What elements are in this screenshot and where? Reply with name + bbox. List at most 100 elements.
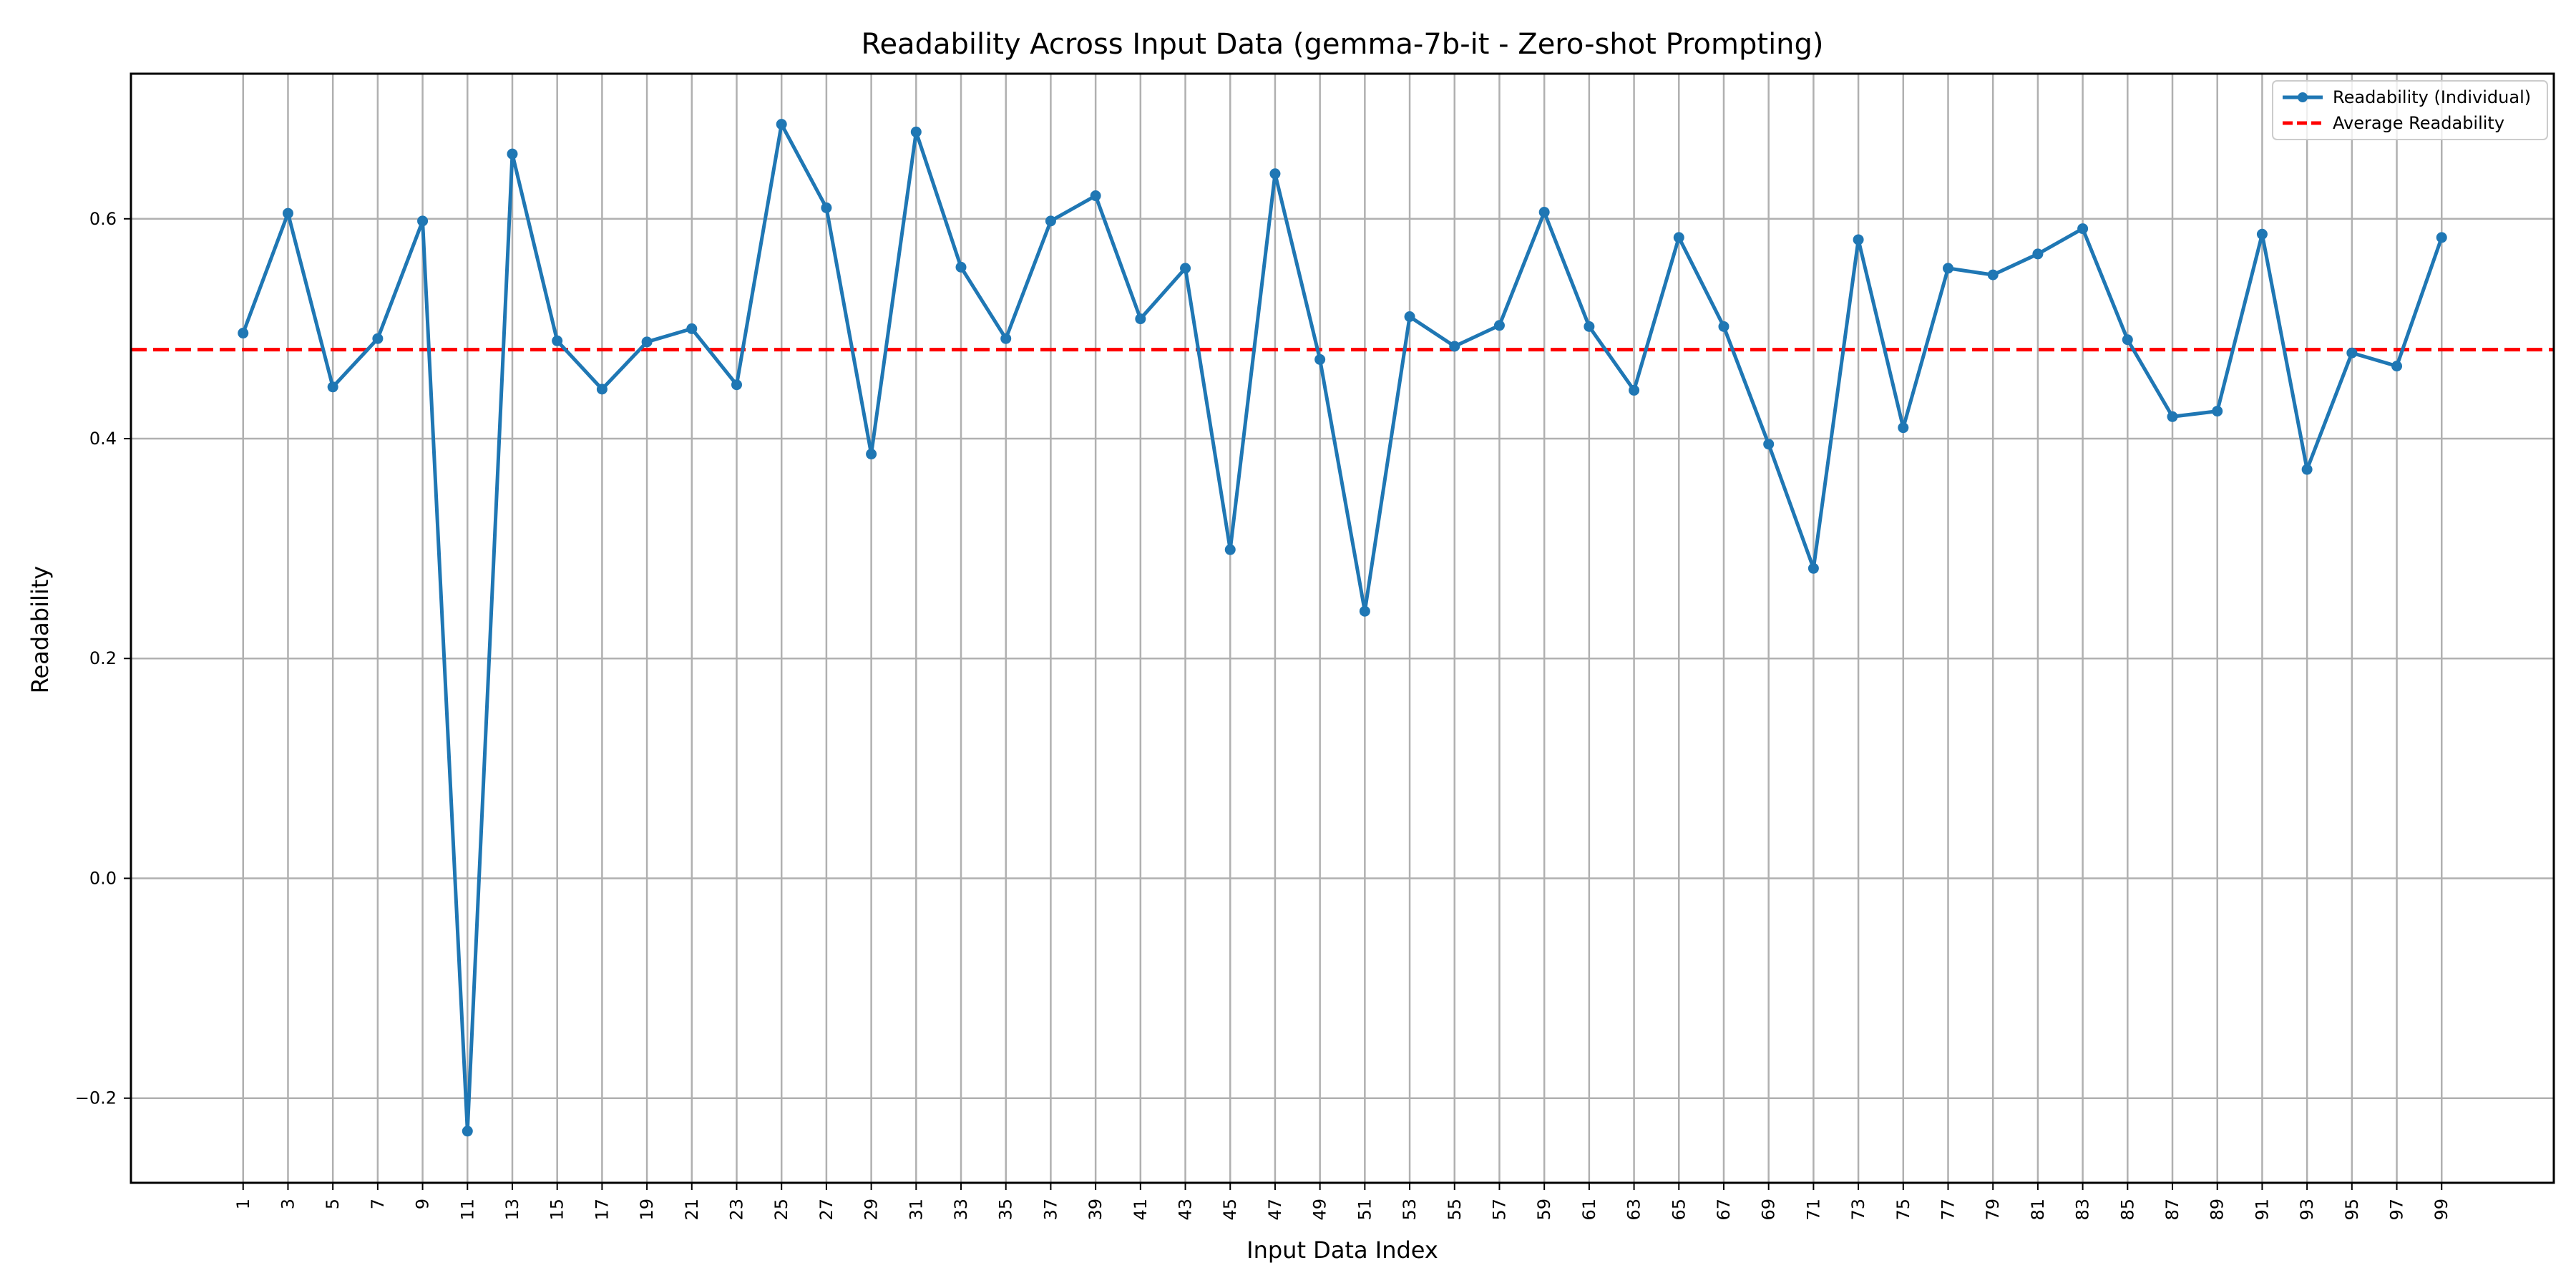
data-point <box>1135 313 1146 325</box>
x-tick-label: 61 <box>1579 1199 1599 1221</box>
x-tick-label: 75 <box>1893 1199 1913 1221</box>
x-tick-label: 63 <box>1624 1199 1644 1221</box>
legend-box <box>2272 80 2548 140</box>
x-tick-label: 81 <box>2028 1199 2048 1221</box>
series-layer <box>238 119 2447 1137</box>
y-tick-label: −0.2 <box>75 1088 117 1108</box>
x-tick-label: 17 <box>592 1199 612 1221</box>
data-point <box>1404 311 1415 322</box>
data-point <box>2212 406 2223 417</box>
x-tick-label: 1 <box>233 1199 253 1209</box>
data-point <box>2032 248 2044 260</box>
data-point <box>1224 544 1236 555</box>
data-point <box>1807 562 1819 574</box>
x-tick-label: 37 <box>1040 1199 1060 1221</box>
x-tick-label: 39 <box>1085 1199 1106 1221</box>
data-point <box>1359 605 1370 617</box>
data-point <box>1090 190 1101 202</box>
x-tick-label: 7 <box>368 1199 388 1209</box>
data-point <box>776 119 787 130</box>
x-tick-label: 71 <box>1803 1199 1823 1221</box>
data-point <box>2391 361 2403 372</box>
x-tick-label: 45 <box>1220 1199 1240 1221</box>
x-tick-label: 91 <box>2252 1199 2272 1221</box>
x-tick-label: 13 <box>502 1199 522 1221</box>
x-tick-label: 15 <box>547 1199 567 1221</box>
data-point <box>1898 422 1909 434</box>
legend-label-average: Average Readability <box>2333 113 2504 133</box>
data-point <box>866 449 877 460</box>
x-tick-label: 31 <box>906 1199 926 1221</box>
data-point <box>1045 215 1056 227</box>
legend: Readability (Individual) Average Readabi… <box>2272 80 2548 140</box>
data-point <box>1538 207 1550 218</box>
x-tick-label: 23 <box>727 1199 747 1221</box>
data-point <box>641 336 653 348</box>
x-tick-label: 51 <box>1355 1199 1375 1221</box>
data-point <box>910 126 922 137</box>
x-tick-label: 93 <box>2297 1199 2317 1221</box>
series-line <box>241 122 2444 1133</box>
legend-label-individual: Readability (Individual) <box>2333 87 2531 107</box>
x-tick-label: 33 <box>951 1199 971 1221</box>
x-tick-label: 77 <box>1938 1199 1958 1221</box>
data-point <box>2077 223 2089 235</box>
legend-marker-individual <box>2298 92 2308 102</box>
x-tick-label: 83 <box>2073 1199 2093 1221</box>
x-tick-label: 87 <box>2162 1199 2182 1221</box>
x-tick-label: 9 <box>413 1199 433 1209</box>
x-tick-label: 3 <box>278 1199 298 1209</box>
x-tick-label: 73 <box>1848 1199 1868 1221</box>
data-point <box>2301 464 2313 475</box>
data-point <box>955 261 967 273</box>
x-axis-label: Input Data Index <box>1246 1236 1438 1264</box>
data-point <box>1269 168 1281 180</box>
data-point <box>1763 439 1775 450</box>
data-point <box>1987 269 1999 280</box>
data-point <box>2346 347 2358 358</box>
x-tick-label: 25 <box>771 1199 791 1221</box>
y-axis-label: Readability <box>26 566 54 693</box>
x-tick-label: 79 <box>1983 1199 2003 1221</box>
data-point <box>1180 263 1191 274</box>
x-tick-label: 5 <box>323 1199 343 1209</box>
x-tick-label: 57 <box>1489 1199 1509 1221</box>
y-tick-label: 0.0 <box>89 868 117 888</box>
data-point <box>1314 353 1326 365</box>
x-tick-label: 29 <box>862 1199 882 1221</box>
x-tick-label: 95 <box>2342 1199 2362 1221</box>
data-point <box>1493 320 1505 331</box>
x-tick-label: 11 <box>457 1199 477 1221</box>
chart-title: Readability Across Input Data (gemma-7b-… <box>861 28 1823 61</box>
data-point <box>1584 321 1595 332</box>
x-tick-label: 43 <box>1176 1199 1196 1221</box>
data-point <box>1943 263 1953 274</box>
data-point <box>731 379 742 391</box>
data-point <box>552 335 563 346</box>
x-tick-label: 97 <box>2387 1199 2407 1221</box>
data-point <box>1853 234 1864 245</box>
x-tick-label: 53 <box>1400 1199 1420 1221</box>
data-point <box>507 148 518 160</box>
data-point <box>372 333 384 344</box>
x-tick-label: 67 <box>1714 1199 1734 1221</box>
data-point <box>2436 232 2447 243</box>
data-point <box>1673 232 1684 243</box>
data-point <box>1629 384 1640 396</box>
data-point <box>1449 341 1460 352</box>
data-point <box>238 328 249 339</box>
data-point <box>686 323 698 334</box>
data-point <box>1718 321 1729 332</box>
x-tick-label: 65 <box>1669 1199 1689 1221</box>
x-tick-label: 19 <box>637 1199 657 1221</box>
x-tick-label: 59 <box>1534 1199 1554 1221</box>
x-tick-label: 27 <box>816 1199 836 1221</box>
data-point <box>282 208 293 219</box>
plot-frame <box>130 72 2555 1184</box>
x-tick-label: 89 <box>2207 1199 2228 1221</box>
y-tick-label: 0.4 <box>89 429 117 449</box>
y-axis: −0.2 0.0 0.2 0.4 0.6 <box>75 209 131 1108</box>
x-tick-label: 99 <box>2431 1199 2451 1221</box>
data-point <box>596 384 608 395</box>
